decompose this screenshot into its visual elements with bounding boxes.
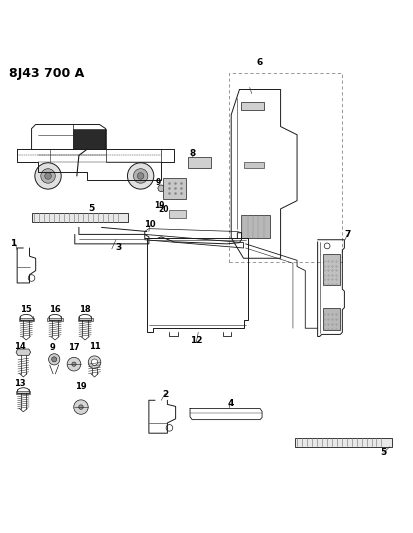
Text: 18: 18 bbox=[79, 305, 91, 314]
Circle shape bbox=[158, 185, 164, 191]
Circle shape bbox=[128, 163, 154, 189]
Text: 5: 5 bbox=[380, 448, 387, 457]
Text: 4: 4 bbox=[228, 399, 235, 408]
Text: 14: 14 bbox=[14, 342, 26, 351]
FancyBboxPatch shape bbox=[323, 308, 340, 330]
Text: 5: 5 bbox=[88, 204, 95, 213]
FancyBboxPatch shape bbox=[16, 391, 31, 394]
Circle shape bbox=[79, 405, 83, 409]
Text: 1: 1 bbox=[10, 239, 16, 248]
Text: 17: 17 bbox=[68, 343, 80, 352]
FancyBboxPatch shape bbox=[188, 157, 211, 168]
FancyBboxPatch shape bbox=[78, 318, 93, 321]
FancyBboxPatch shape bbox=[244, 161, 264, 168]
Circle shape bbox=[45, 173, 51, 179]
FancyBboxPatch shape bbox=[295, 438, 392, 447]
Circle shape bbox=[138, 173, 144, 179]
Polygon shape bbox=[73, 128, 106, 149]
Circle shape bbox=[74, 400, 88, 414]
Text: 9: 9 bbox=[50, 343, 56, 352]
Text: 8: 8 bbox=[190, 149, 196, 158]
Polygon shape bbox=[16, 349, 31, 356]
Circle shape bbox=[67, 357, 81, 371]
FancyBboxPatch shape bbox=[169, 209, 186, 218]
Text: 15: 15 bbox=[20, 305, 32, 314]
Text: 6: 6 bbox=[257, 58, 263, 67]
FancyBboxPatch shape bbox=[19, 318, 34, 321]
Circle shape bbox=[91, 359, 98, 365]
Circle shape bbox=[88, 356, 101, 368]
Text: 2: 2 bbox=[162, 390, 169, 399]
Text: 10: 10 bbox=[144, 220, 156, 229]
Text: 9: 9 bbox=[156, 177, 161, 187]
Text: 7: 7 bbox=[344, 230, 351, 239]
FancyBboxPatch shape bbox=[47, 318, 63, 321]
Text: 3: 3 bbox=[115, 244, 121, 253]
Circle shape bbox=[52, 357, 57, 362]
Text: 20: 20 bbox=[158, 205, 169, 214]
Text: 12: 12 bbox=[190, 336, 202, 345]
Text: 19: 19 bbox=[154, 201, 164, 210]
Text: 16: 16 bbox=[49, 305, 61, 314]
Text: 13: 13 bbox=[14, 379, 26, 389]
Text: 11: 11 bbox=[89, 342, 100, 351]
Text: 19: 19 bbox=[75, 382, 87, 391]
Circle shape bbox=[35, 163, 61, 189]
Circle shape bbox=[41, 169, 55, 183]
FancyBboxPatch shape bbox=[242, 215, 270, 238]
FancyBboxPatch shape bbox=[323, 254, 340, 285]
FancyBboxPatch shape bbox=[242, 102, 264, 110]
Circle shape bbox=[72, 362, 76, 366]
Circle shape bbox=[49, 354, 60, 365]
FancyBboxPatch shape bbox=[31, 213, 128, 222]
Circle shape bbox=[133, 169, 148, 183]
FancyBboxPatch shape bbox=[163, 178, 186, 199]
Text: 8J43 700 A: 8J43 700 A bbox=[9, 67, 84, 80]
